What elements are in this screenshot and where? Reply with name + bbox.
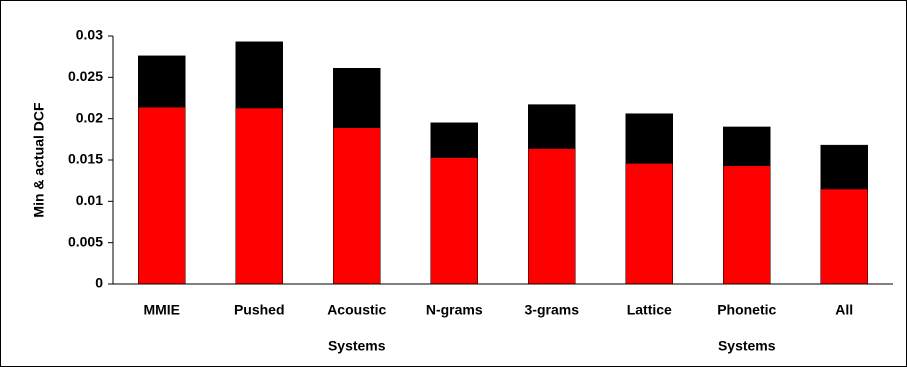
y-tick-label: 0.02: [76, 109, 103, 125]
y-tick-label: 0.03: [76, 27, 103, 43]
x-group-label: Systems: [718, 338, 776, 354]
bar-segment: [528, 148, 576, 285]
x-group-label: Systems: [328, 338, 386, 354]
bar-segment: [333, 127, 381, 285]
x-tick-label: MMIE: [143, 302, 180, 318]
y-axis-label: Min & actual DCF: [31, 102, 47, 218]
bar-segment: [820, 144, 868, 190]
y-tick-label: 0: [95, 275, 103, 291]
bar-segment: [528, 104, 576, 149]
x-tick-label: Phonetic: [717, 302, 776, 318]
bar-segment: [333, 67, 381, 129]
bar-segment: [723, 165, 771, 285]
x-tick-label: Pushed: [234, 302, 285, 318]
x-tick-label: Lattice: [627, 302, 672, 318]
bar-segment: [625, 113, 673, 164]
x-tick-label: All: [835, 302, 853, 318]
y-tick-label: 0.025: [68, 68, 103, 84]
bar-segment: [625, 163, 673, 285]
x-tick-label: N-grams: [426, 302, 483, 318]
bar-segment: [138, 55, 186, 108]
bar-segment: [820, 188, 868, 285]
y-tick-label: 0.01: [76, 192, 103, 208]
bar-segment: [138, 106, 186, 285]
x-tick-label: Acoustic: [327, 302, 386, 318]
bar-segment: [723, 126, 771, 167]
y-tick-label: 0.005: [68, 233, 103, 249]
y-tick-label: 0.015: [68, 151, 103, 167]
bar-segment: [430, 122, 478, 158]
bar-segment: [235, 107, 283, 285]
bar-segment: [430, 157, 478, 285]
x-tick-label: 3-grams: [525, 302, 580, 318]
bar-segment: [235, 41, 283, 109]
